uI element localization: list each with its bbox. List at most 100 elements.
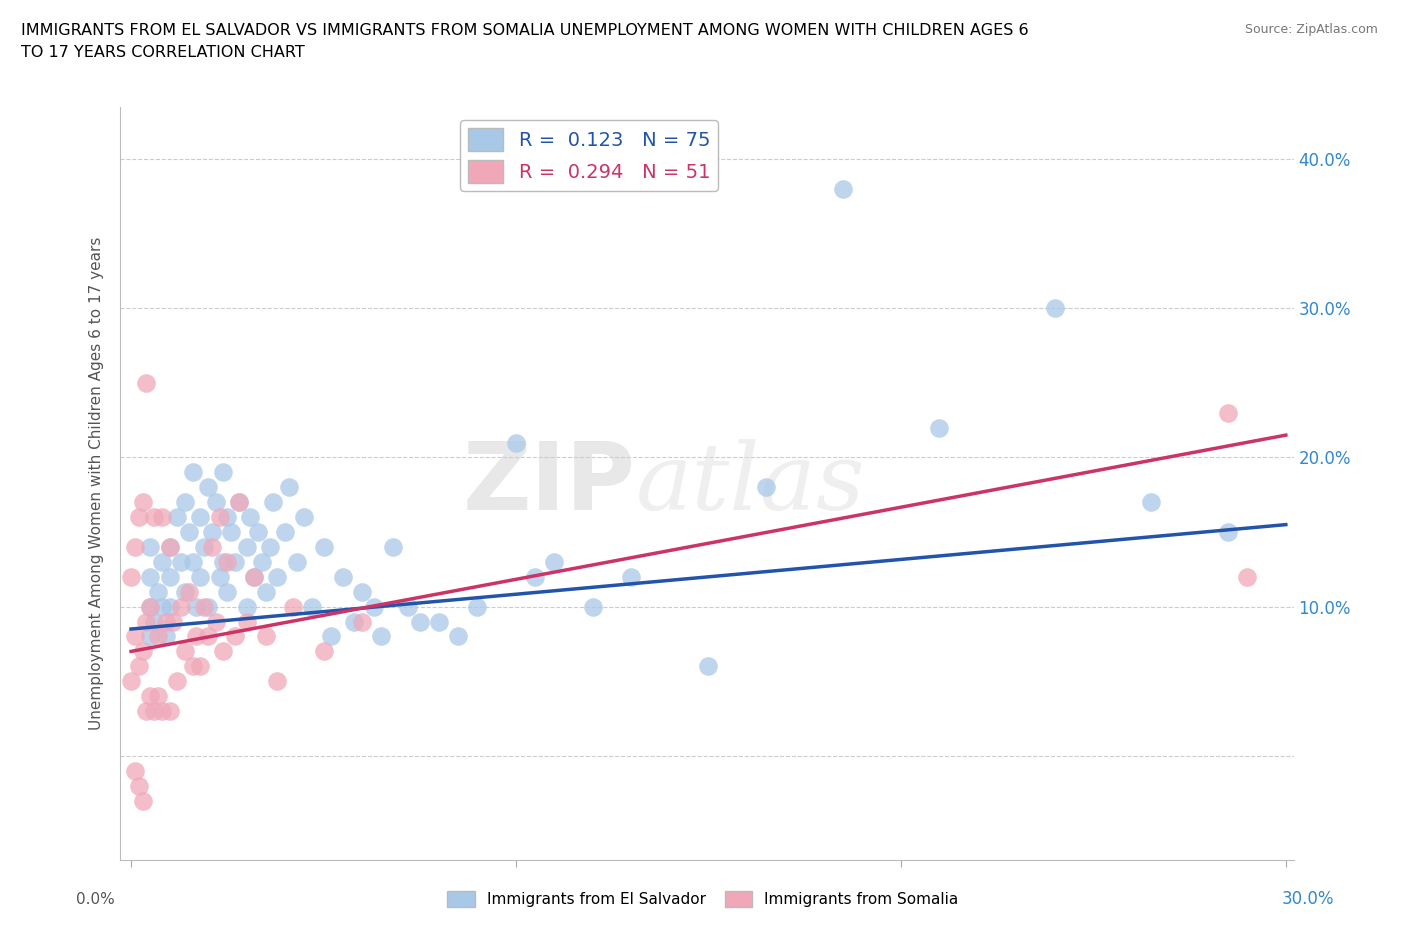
Point <box>177 525 200 539</box>
Point <box>181 554 204 569</box>
Point <box>155 614 177 629</box>
Point <box>143 704 166 719</box>
Point <box>467 599 489 614</box>
Point <box>139 569 162 584</box>
Point <box>197 480 219 495</box>
Point <box>188 569 211 584</box>
Point <box>174 584 197 599</box>
Point <box>217 554 239 569</box>
Point <box>292 510 315 525</box>
Point <box>139 539 162 554</box>
Point <box>217 510 239 525</box>
Point <box>150 704 173 719</box>
Point <box>620 569 643 584</box>
Point <box>124 629 146 644</box>
Point <box>143 510 166 525</box>
Point <box>159 599 181 614</box>
Point <box>166 674 188 689</box>
Point <box>177 584 200 599</box>
Point <box>159 704 181 719</box>
Point <box>928 420 950 435</box>
Text: 30.0%: 30.0% <box>1281 890 1334 908</box>
Point <box>396 599 419 614</box>
Point <box>201 539 224 554</box>
Point <box>131 644 153 658</box>
Point <box>197 629 219 644</box>
Point <box>247 525 270 539</box>
Point <box>350 614 373 629</box>
Point <box>224 554 246 569</box>
Point <box>350 584 373 599</box>
Point <box>146 629 169 644</box>
Point <box>409 614 432 629</box>
Point <box>332 569 354 584</box>
Point <box>254 584 277 599</box>
Point <box>1216 405 1239 420</box>
Point <box>217 584 239 599</box>
Point <box>274 525 297 539</box>
Point <box>363 599 385 614</box>
Point <box>193 539 215 554</box>
Point <box>228 495 250 510</box>
Point <box>128 510 150 525</box>
Point <box>235 539 257 554</box>
Point <box>381 539 404 554</box>
Point <box>170 599 193 614</box>
Point <box>755 480 778 495</box>
Point <box>832 181 855 196</box>
Point <box>212 644 235 658</box>
Point <box>197 599 219 614</box>
Point <box>370 629 392 644</box>
Point <box>170 554 193 569</box>
Text: IMMIGRANTS FROM EL SALVADOR VS IMMIGRANTS FROM SOMALIA UNEMPLOYMENT AMONG WOMEN : IMMIGRANTS FROM EL SALVADOR VS IMMIGRANT… <box>21 23 1029 60</box>
Point <box>263 495 285 510</box>
Point <box>188 658 211 673</box>
Point <box>124 764 146 778</box>
Point <box>181 465 204 480</box>
Point <box>281 599 304 614</box>
Point <box>204 614 226 629</box>
Point <box>1236 569 1258 584</box>
Point <box>312 539 335 554</box>
Point <box>146 689 169 704</box>
Point <box>159 539 181 554</box>
Point <box>228 495 250 510</box>
Point <box>266 569 288 584</box>
Point <box>150 599 173 614</box>
Point <box>543 554 565 569</box>
Point <box>259 539 281 554</box>
Point <box>139 629 162 644</box>
Point <box>254 629 277 644</box>
Point <box>181 658 204 673</box>
Point <box>1140 495 1163 510</box>
Point <box>159 569 181 584</box>
Point <box>146 584 169 599</box>
Point <box>697 658 720 673</box>
Legend: Immigrants from El Salvador, Immigrants from Somalia: Immigrants from El Salvador, Immigrants … <box>441 884 965 913</box>
Point <box>186 599 208 614</box>
Point <box>204 495 226 510</box>
Point <box>208 510 231 525</box>
Point <box>243 569 266 584</box>
Text: 0.0%: 0.0% <box>76 892 115 907</box>
Point <box>139 599 162 614</box>
Point <box>139 689 162 704</box>
Point <box>174 644 197 658</box>
Point <box>135 614 157 629</box>
Point <box>285 554 308 569</box>
Point <box>219 525 242 539</box>
Point <box>277 480 299 495</box>
Point <box>427 614 450 629</box>
Point <box>174 495 197 510</box>
Text: atlas: atlas <box>636 439 866 528</box>
Point <box>582 599 605 614</box>
Point <box>343 614 366 629</box>
Point <box>131 495 153 510</box>
Point <box>193 599 215 614</box>
Point <box>120 569 142 584</box>
Point <box>239 510 262 525</box>
Point <box>243 569 266 584</box>
Point <box>131 793 153 808</box>
Point <box>124 539 146 554</box>
Point <box>224 629 246 644</box>
